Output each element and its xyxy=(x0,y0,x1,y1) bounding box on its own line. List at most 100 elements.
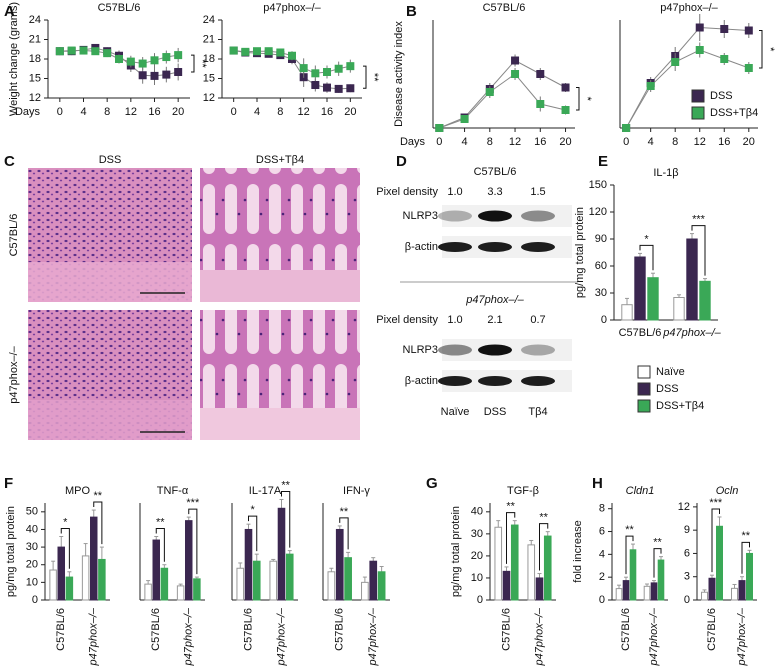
data-point xyxy=(264,47,273,56)
x-tick-label: 12 xyxy=(694,136,706,148)
data-point xyxy=(485,88,494,96)
x-tick-label: C57BL/6 xyxy=(150,608,162,651)
y-tick-label: 10 xyxy=(26,576,38,588)
bar xyxy=(377,571,386,601)
y-axis-label: fold increase xyxy=(572,520,584,582)
x-tick-label: p47phox–/– xyxy=(662,327,721,339)
significance-bracket xyxy=(339,517,349,550)
y-tick-label: 50 xyxy=(26,506,38,518)
bar xyxy=(285,553,294,601)
y-tick-label: 3 xyxy=(684,571,690,583)
data-point xyxy=(79,46,88,55)
significance-label: ** xyxy=(281,479,290,491)
x-tick-label: p47phox–/– xyxy=(533,607,545,666)
y-tick-label: 40 xyxy=(26,523,38,535)
series-line xyxy=(439,59,566,129)
x-tick-label: p47phox–/– xyxy=(275,607,287,666)
data-point xyxy=(334,64,343,73)
bar xyxy=(236,567,245,601)
bar xyxy=(502,570,511,601)
data-point xyxy=(253,47,261,56)
data-point xyxy=(126,57,135,66)
significance-bracket xyxy=(625,535,634,575)
y-tick-label: 21 xyxy=(29,33,41,45)
x-tick-label: p47phox–/– xyxy=(648,607,660,666)
x-tick-label: p47phox–/– xyxy=(183,607,195,666)
significance-label: ** xyxy=(653,537,662,549)
bar xyxy=(176,585,185,601)
data-point xyxy=(241,47,250,56)
x-tick-label: 0 xyxy=(231,106,237,118)
significance-bracket xyxy=(93,501,103,545)
data-point xyxy=(561,106,570,114)
significance-label: *** xyxy=(709,497,723,509)
y-axis-label: pg/mg total protein xyxy=(450,506,462,597)
bar xyxy=(244,528,253,601)
bar xyxy=(731,587,738,601)
x-tick-label: p47phox–/– xyxy=(736,607,748,666)
legend-label: DSS+Tβ4 xyxy=(710,107,758,119)
bar xyxy=(90,516,98,601)
significance-bracket xyxy=(60,528,70,569)
significance-label: ** xyxy=(196,59,208,68)
significance-bracket xyxy=(363,65,367,89)
y-tick-label: 30 xyxy=(471,528,483,540)
x-tick-label: 0 xyxy=(436,136,442,148)
legend-label: DSS xyxy=(656,383,679,395)
significance-bracket xyxy=(248,515,258,552)
significance-label: ** xyxy=(625,524,634,536)
y-tick-label: 15 xyxy=(29,72,41,84)
protein-label: β-actin xyxy=(405,241,438,253)
bar xyxy=(738,580,746,601)
bar xyxy=(160,567,169,601)
y-tick-label: 18 xyxy=(29,53,41,65)
data-point xyxy=(138,71,147,80)
series-line xyxy=(625,49,749,129)
panel-label: H xyxy=(592,475,603,492)
blot-band xyxy=(438,376,472,386)
chart-title: Cldn1 xyxy=(626,485,655,497)
bar xyxy=(746,552,753,601)
data-point xyxy=(162,53,171,62)
bar xyxy=(344,557,352,601)
lane-label: Tβ4 xyxy=(528,406,547,418)
x-tick-label: 4 xyxy=(254,106,260,118)
chart-title: IFN-γ xyxy=(343,485,370,497)
data-point xyxy=(511,56,520,65)
blot-band xyxy=(521,376,555,386)
x-tick-label: C57BL/6 xyxy=(620,608,632,651)
chart-title: C57BL/6 xyxy=(98,2,141,14)
lane-label: DSS xyxy=(484,406,507,418)
significance-bracket xyxy=(155,528,165,562)
bar xyxy=(527,544,536,601)
x-tick-label: C57BL/6 xyxy=(55,608,67,651)
x-tick-label: 4 xyxy=(461,136,467,148)
data-point xyxy=(67,46,76,55)
y-tick-label: 0 xyxy=(32,594,38,606)
significance-label: * xyxy=(63,516,68,528)
significance-label: ** xyxy=(741,530,750,542)
legend-swatch xyxy=(691,89,705,103)
data-point xyxy=(323,83,331,92)
data-point xyxy=(346,84,355,93)
chart-title: Ocln xyxy=(716,485,739,497)
data-point xyxy=(536,70,545,78)
legend-swatch xyxy=(691,106,705,120)
significance-label: ** xyxy=(340,506,349,518)
bar xyxy=(335,528,344,601)
x-tick-label: 16 xyxy=(534,136,546,148)
panel-label: A xyxy=(4,3,15,20)
y-tick-label: 24 xyxy=(203,14,215,26)
bar xyxy=(269,560,278,601)
x-tick-label: 20 xyxy=(559,136,571,148)
series-line xyxy=(439,73,566,129)
blot-band xyxy=(521,210,555,222)
bar xyxy=(621,304,633,321)
data-point xyxy=(229,46,238,55)
protein-label: NLRP3 xyxy=(403,210,438,222)
x-tick-label: 16 xyxy=(321,106,333,118)
x-tick-label: p47phox–/– xyxy=(88,607,100,666)
y-tick-label: 40 xyxy=(471,506,483,518)
y-tick-label: 18 xyxy=(203,53,215,65)
x-tick-label: 0 xyxy=(623,136,629,148)
